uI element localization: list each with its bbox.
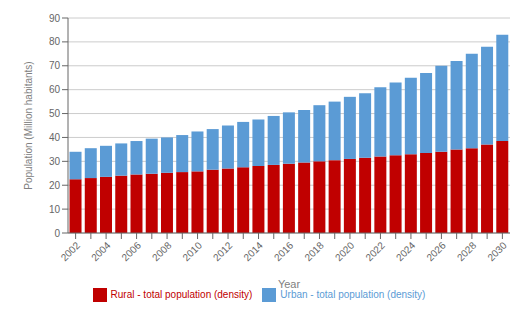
svg-text:2006: 2006	[120, 239, 144, 263]
svg-text:2002: 2002	[59, 239, 83, 263]
svg-text:20: 20	[49, 180, 61, 191]
html-text:Urban - total population (dens: Urban - total population (density)	[280, 288, 426, 300]
svg-text:30: 30	[49, 156, 61, 167]
svg-text:70: 70	[49, 60, 61, 71]
html-text:Rural - total population (dens: Rural - total population (density)	[110, 288, 253, 300]
svg-text:2014: 2014	[241, 239, 265, 263]
svg-text:2004: 2004	[89, 239, 113, 263]
svg-text:2018: 2018	[302, 239, 326, 263]
svg-text:2008: 2008	[150, 239, 174, 263]
svg-text:2026: 2026	[424, 239, 448, 263]
svg-text:2030: 2030	[485, 239, 509, 263]
svg-text:10: 10	[49, 204, 61, 215]
svg-text:40: 40	[49, 132, 61, 143]
svg-text:2028: 2028	[455, 239, 479, 263]
svg-text:2010: 2010	[180, 239, 204, 263]
svg-text:2024: 2024	[394, 239, 418, 263]
svg-text:90: 90	[49, 13, 61, 24]
svg-text:2016: 2016	[272, 239, 296, 263]
svg-text:2020: 2020	[333, 239, 357, 263]
svg-text:50: 50	[49, 108, 61, 119]
svg-text:0: 0	[54, 228, 60, 239]
svg-text:2012: 2012	[211, 239, 235, 263]
svg-text:Population (Million habitants): Population (Million habitants)	[23, 61, 34, 189]
svg-text:2022: 2022	[363, 239, 387, 263]
svg-text:80: 80	[49, 36, 61, 47]
svg-text:Year: Year	[278, 278, 301, 290]
svg-text:60: 60	[49, 84, 61, 95]
